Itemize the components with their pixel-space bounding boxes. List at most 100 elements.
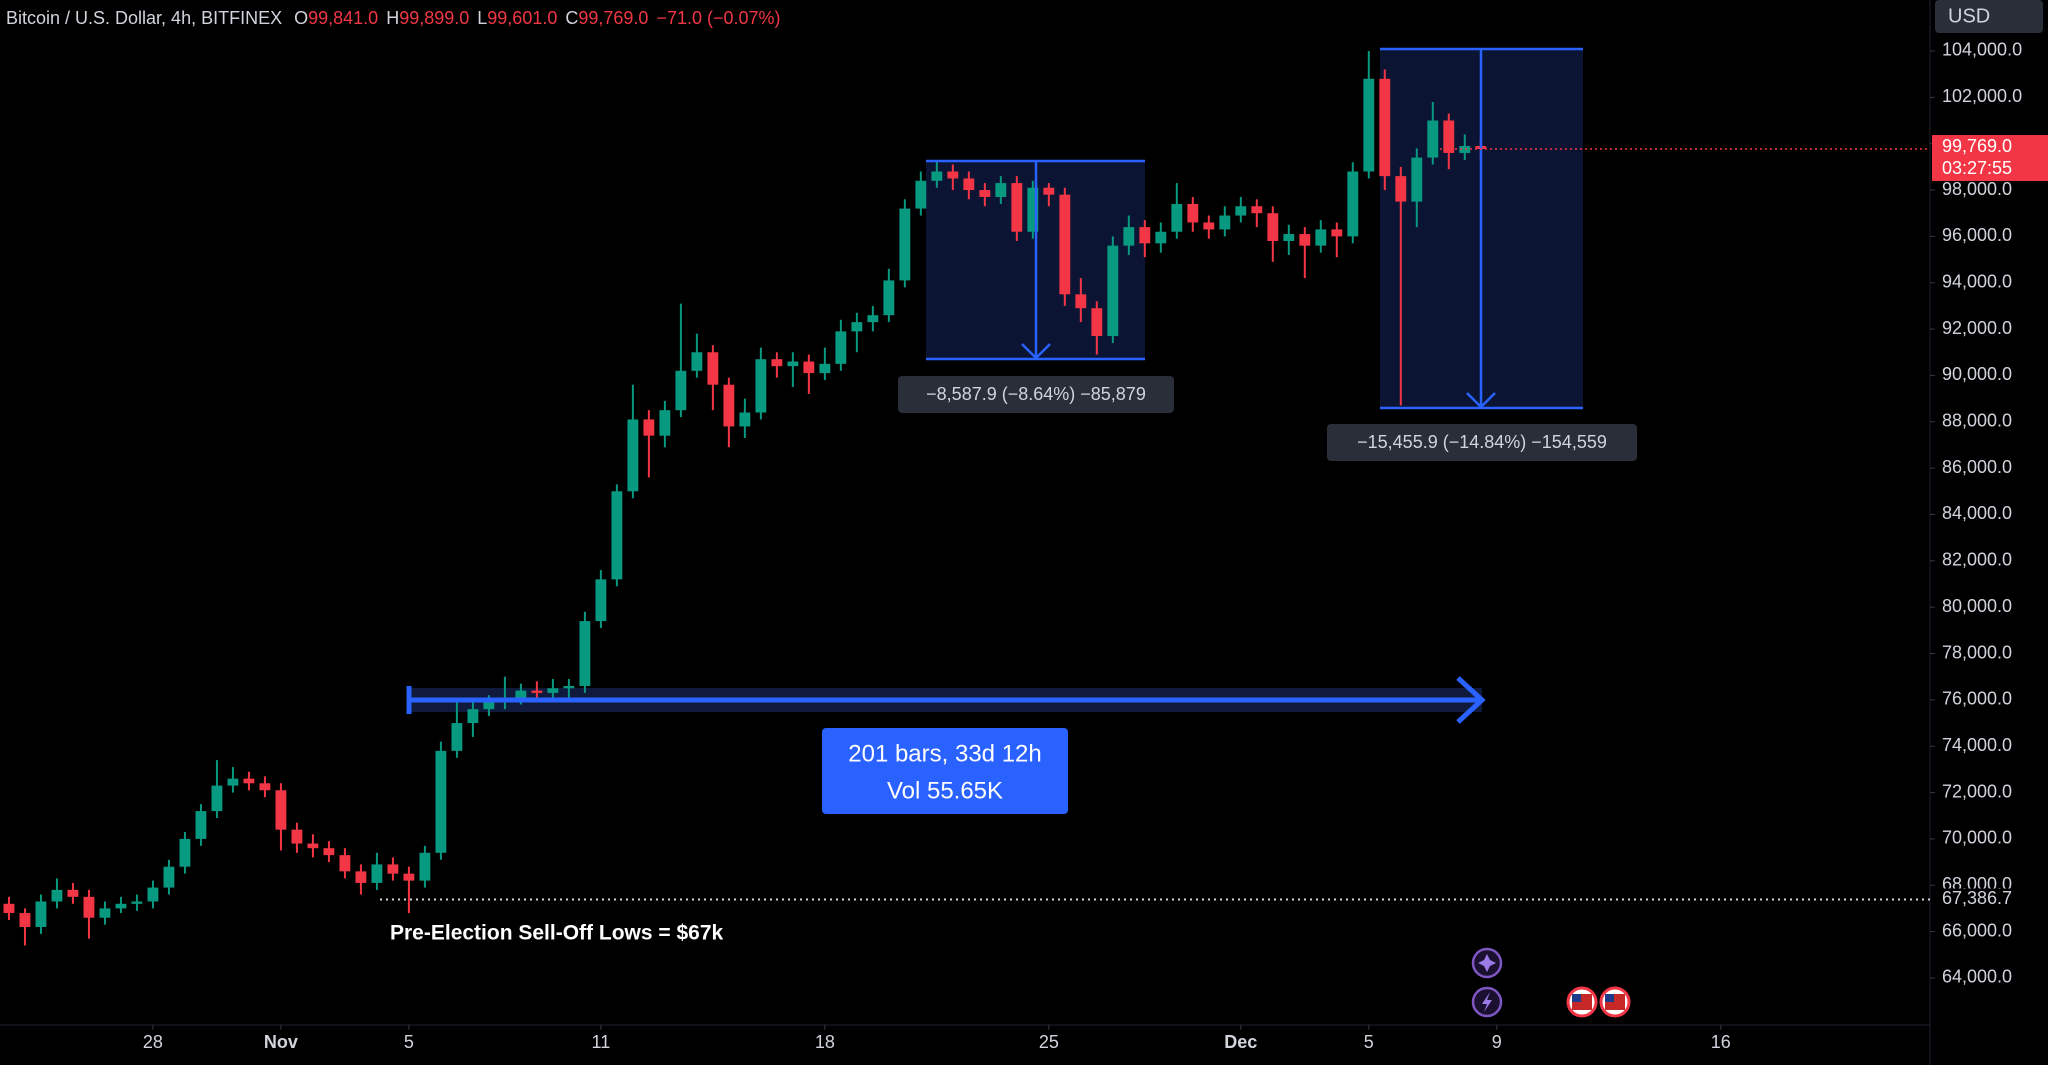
candle-body: [867, 315, 879, 323]
candle-body: [659, 410, 671, 436]
range-label: Vol 55.65K: [887, 777, 1003, 804]
candle-body: [1219, 215, 1231, 230]
candle-body: [1299, 234, 1311, 246]
candle-body: [883, 280, 895, 316]
y-tick-label: 102,000.0: [1942, 86, 2022, 106]
candle-body: [611, 491, 623, 580]
candle-body: [1411, 157, 1423, 202]
y-tick-label: 92,000.0: [1942, 318, 2012, 338]
candle-body: [947, 171, 959, 179]
y-tick-label: 90,000.0: [1942, 364, 2012, 384]
candle-body: [755, 359, 767, 413]
flag-canton: [1605, 994, 1614, 1002]
candle-body: [851, 322, 863, 332]
candle-body: [995, 183, 1007, 197]
candle-body: [595, 579, 607, 622]
candle-body: [3, 903, 15, 914]
ohlc-value: 99,841.0: [308, 8, 378, 28]
x-tick-label: 25: [1039, 1032, 1059, 1052]
candle-body: [1443, 120, 1455, 153]
ohlc-key: O: [294, 8, 308, 28]
ohlc-key: L: [477, 8, 487, 28]
candle-body: [1459, 145, 1471, 153]
x-tick-label: Nov: [264, 1032, 298, 1052]
candle-body: [803, 361, 815, 374]
y-tick-label: 82,000.0: [1942, 550, 2012, 570]
candle-body: [179, 838, 191, 867]
candle-body: [1379, 78, 1391, 177]
y-tick-label: 104,000.0: [1942, 40, 2022, 60]
y-tick-label: 70,000.0: [1942, 828, 2012, 848]
candle-body: [915, 180, 927, 209]
ohlc-key: C: [565, 8, 578, 28]
candle-body: [19, 913, 31, 927]
candle-body: [131, 901, 143, 904]
flag-canton: [1572, 994, 1581, 1002]
candle-body: [339, 855, 351, 872]
candle-body: [147, 887, 159, 902]
candle-body: [675, 370, 687, 411]
candle-body: [627, 419, 639, 492]
y-tick-label: 66,000.0: [1942, 920, 2012, 940]
x-tick-label: 9: [1492, 1032, 1502, 1052]
ohlc-change: −71.0 (−0.07%): [656, 8, 780, 28]
candle-body: [227, 778, 239, 786]
measure-arrowhead: [1021, 343, 1051, 360]
candle-body: [243, 778, 255, 784]
candle-body: [787, 361, 799, 367]
candle-body: [1107, 245, 1119, 337]
reference-label-box: [1932, 888, 2048, 911]
candle-body: [483, 702, 495, 710]
x-tick-label: 28: [143, 1032, 163, 1052]
candle-body: [1235, 206, 1247, 216]
candle-body: [115, 903, 127, 909]
chart-header: Bitcoin / U.S. Dollar, 4h, BITFINEX O99,8…: [6, 8, 781, 28]
candle-body: [1075, 294, 1087, 309]
candle-body: [899, 208, 911, 281]
candle-body: [1427, 120, 1439, 158]
x-tick-label: 16: [1711, 1032, 1731, 1052]
candle-body: [1395, 176, 1407, 202]
reference-label: 67,386.7: [1942, 888, 2012, 908]
axes: 64,000.066,000.068,000.070,000.072,000.0…: [143, 40, 2048, 1052]
candle-body: [51, 889, 63, 902]
range-label: 201 bars, 33d 12h: [848, 740, 1042, 767]
candle-body: [1027, 187, 1039, 232]
measure-label: −8,587.9 (−8.64%) −85,879: [926, 384, 1146, 404]
x-tick-label: 5: [1364, 1032, 1374, 1052]
candle-body: [1251, 206, 1263, 214]
y-tick-label: 98,000.0: [1942, 179, 2012, 199]
candle-body: [403, 873, 415, 881]
candle-body: [723, 384, 735, 427]
candle-body: [83, 896, 95, 918]
candle-body: [1059, 194, 1071, 295]
candle-body: [531, 690, 543, 693]
candle-body: [195, 811, 207, 839]
currency[interactable]: USD: [1948, 5, 1990, 27]
x-tick-label: 11: [592, 1032, 611, 1052]
candle-body: [259, 783, 271, 791]
candle-body: [979, 190, 991, 197]
ohlc-value: 99,769.0: [578, 8, 648, 28]
candle-body: [1155, 231, 1167, 244]
y-tick-label: 64,000.0: [1942, 967, 2012, 987]
candle-body: [67, 889, 79, 897]
candle-body: [355, 871, 367, 883]
event-icon-glyph: [1482, 992, 1492, 1012]
ohlc-key: H: [386, 8, 399, 28]
candle-body: [1091, 308, 1103, 337]
y-tick-label: 86,000.0: [1942, 457, 2012, 477]
range-label-box: [822, 728, 1068, 814]
y-tick-label: 72,000.0: [1942, 781, 2012, 801]
currency-box[interactable]: [1935, 0, 2043, 33]
candle-body: [563, 685, 575, 689]
candle-body: [739, 412, 751, 427]
bar-countdown: 03:27:55: [1942, 158, 2012, 178]
ohlc-value: 99,899.0: [399, 8, 469, 28]
candle-body: [1315, 229, 1327, 246]
candle-body: [307, 843, 319, 849]
candle-body: [1347, 171, 1359, 237]
candle-body: [275, 790, 287, 830]
y-tick-label: 88,000.0: [1942, 411, 2012, 431]
